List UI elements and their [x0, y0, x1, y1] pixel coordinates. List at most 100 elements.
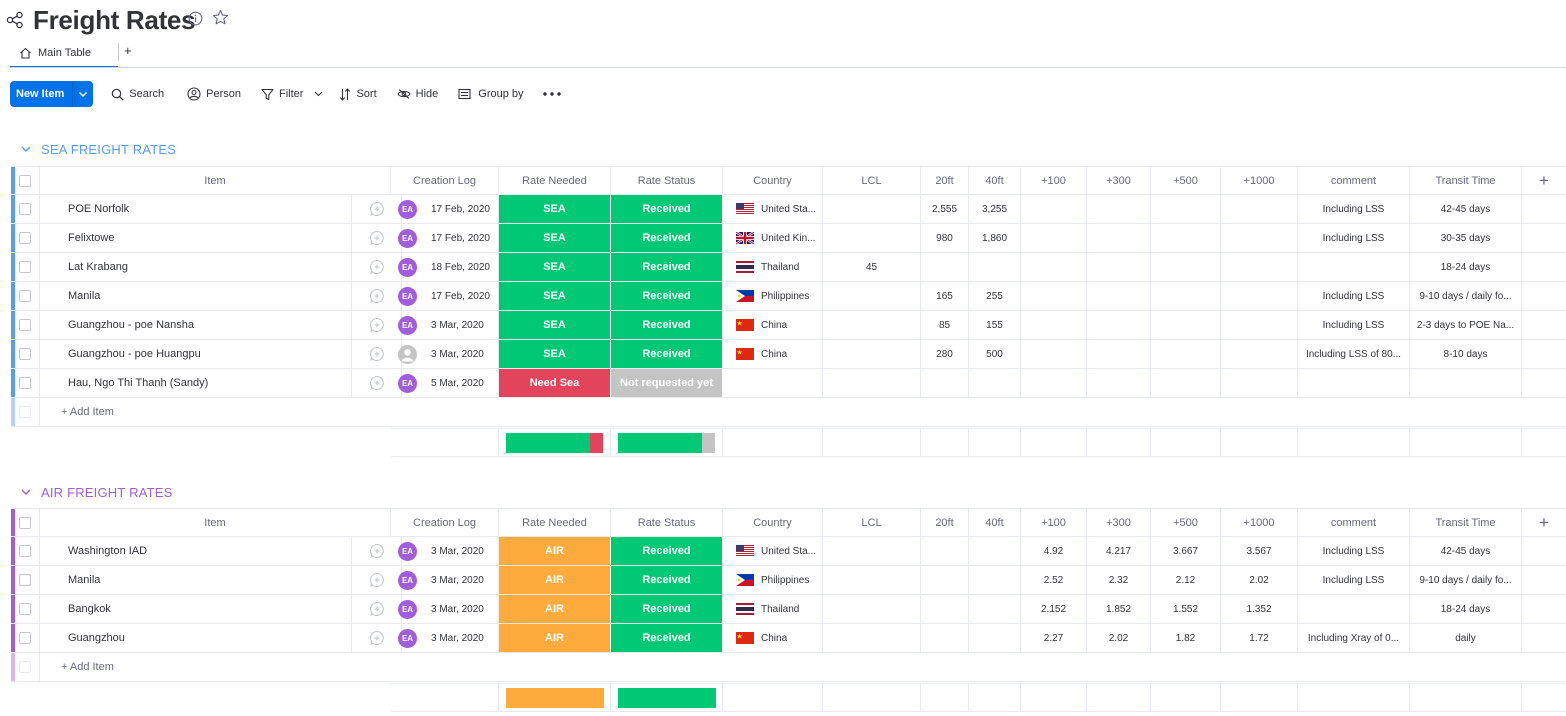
- checkbox[interactable]: [19, 290, 31, 302]
- checkbox[interactable]: [19, 203, 31, 215]
- rate-needed-status[interactable]: SEA: [499, 224, 611, 252]
- column-header-rate-status[interactable]: Rate Status: [611, 166, 723, 194]
- p1000-cell[interactable]: [1221, 340, 1298, 368]
- column-header-country[interactable]: Country: [723, 508, 823, 536]
- checkbox[interactable]: [19, 319, 31, 331]
- ft40-cell[interactable]: 255: [969, 282, 1021, 310]
- p1000-cell[interactable]: [1221, 195, 1298, 223]
- p500-cell[interactable]: 1.82: [1151, 624, 1221, 652]
- country-cell[interactable]: United Sta...: [723, 195, 823, 223]
- country-cell[interactable]: Philippines: [723, 282, 823, 310]
- transit-time-cell[interactable]: 30-35 days: [1410, 224, 1522, 252]
- avatar[interactable]: EA: [398, 373, 417, 393]
- column-header-lcl[interactable]: LCL: [823, 166, 921, 194]
- row-checkbox-cell[interactable]: [11, 253, 40, 281]
- checkbox[interactable]: [19, 377, 31, 389]
- rate-needed-status[interactable]: AIR: [499, 566, 611, 594]
- table-row[interactable]: POE Norfolk EA 17 Feb, 2020 SEA Received Unit…: [11, 195, 1566, 224]
- lcl-cell[interactable]: [823, 224, 921, 252]
- avatar[interactable]: EA: [398, 257, 417, 277]
- lcl-cell[interactable]: [823, 537, 921, 565]
- avatar[interactable]: EA: [398, 286, 417, 306]
- p1000-cell[interactable]: [1221, 369, 1298, 397]
- row-checkbox-cell[interactable]: [11, 537, 40, 565]
- column-header-creation[interactable]: Creation Log: [391, 166, 499, 194]
- filter-button[interactable]: Filter: [261, 81, 323, 107]
- summary-rate-status[interactable]: [611, 684, 723, 711]
- comment-cell[interactable]: Including LSS: [1298, 282, 1410, 310]
- transit-time-cell[interactable]: 18-24 days: [1410, 253, 1522, 281]
- p300-cell[interactable]: 1.852: [1087, 595, 1151, 623]
- p500-cell[interactable]: [1151, 311, 1221, 339]
- p300-cell[interactable]: 4.217: [1087, 537, 1151, 565]
- p100-cell[interactable]: [1021, 195, 1087, 223]
- transit-time-cell[interactable]: 42-45 days: [1410, 537, 1522, 565]
- new-item-dropdown[interactable]: [72, 81, 93, 107]
- add-update-icon[interactable]: [369, 346, 385, 362]
- p500-cell[interactable]: [1151, 195, 1221, 223]
- item-name[interactable]: Guangzhou - poe Nansha: [68, 319, 194, 331]
- column-header-p100[interactable]: +100: [1021, 166, 1087, 194]
- status-distribution-bar[interactable]: [505, 432, 604, 453]
- row-checkbox-cell[interactable]: [11, 595, 40, 623]
- lcl-cell[interactable]: [823, 595, 921, 623]
- sort-button[interactable]: Sort: [339, 81, 377, 107]
- rate-needed-status[interactable]: Need Sea: [499, 369, 611, 397]
- column-header-lcl[interactable]: LCL: [823, 508, 921, 536]
- lcl-cell[interactable]: [823, 195, 921, 223]
- column-header-comment[interactable]: comment: [1298, 508, 1410, 536]
- table-row[interactable]: Guangzhou - poe Huangpu 3 Mar, 2020 SEA Rec…: [11, 340, 1566, 369]
- transit-time-cell[interactable]: [1410, 369, 1522, 397]
- ft40-cell[interactable]: 3,255: [969, 195, 1021, 223]
- add-update-icon[interactable]: [369, 230, 385, 246]
- column-header-p300[interactable]: +300: [1087, 166, 1151, 194]
- p300-cell[interactable]: [1087, 253, 1151, 281]
- country-cell[interactable]: China: [723, 624, 823, 652]
- checkbox[interactable]: [19, 232, 31, 244]
- p100-cell[interactable]: [1021, 253, 1087, 281]
- lcl-cell[interactable]: [823, 624, 921, 652]
- rate-status-status[interactable]: Received: [611, 311, 723, 339]
- ft20-cell[interactable]: [921, 537, 969, 565]
- more-options-button[interactable]: [542, 81, 562, 107]
- group-title-sea[interactable]: SEA FREIGHT RATES: [21, 139, 176, 159]
- column-header-p1000[interactable]: +1000: [1221, 166, 1298, 194]
- row-checkbox-cell[interactable]: [11, 624, 40, 652]
- column-header-add[interactable]: +: [1522, 508, 1566, 536]
- row-checkbox-cell[interactable]: [11, 311, 40, 339]
- add-update-icon[interactable]: [369, 317, 385, 333]
- table-row[interactable]: Manila EA 3 Mar, 2020 AIR Received Philippine…: [11, 566, 1566, 595]
- column-header-p1000[interactable]: +1000: [1221, 508, 1298, 536]
- comment-cell[interactable]: Including Xray of 0...: [1298, 624, 1410, 652]
- table-row[interactable]: Bangkok EA 3 Mar, 2020 AIR Received Thailand 2…: [11, 595, 1566, 624]
- column-header-item[interactable]: Item: [40, 166, 391, 194]
- row-checkbox-cell[interactable]: [11, 369, 40, 397]
- item-name[interactable]: Lat Krabang: [68, 261, 128, 273]
- column-header-creation[interactable]: Creation Log: [391, 508, 499, 536]
- checkbox[interactable]: [19, 174, 31, 187]
- p300-cell[interactable]: [1087, 282, 1151, 310]
- add-update-icon[interactable]: [369, 201, 385, 217]
- summary-rate-status[interactable]: [611, 429, 723, 456]
- ft20-cell[interactable]: 2,555: [921, 195, 969, 223]
- column-header-transit[interactable]: Transit Time: [1410, 166, 1522, 194]
- ft20-cell[interactable]: 980: [921, 224, 969, 252]
- transit-time-cell[interactable]: 9-10 days / daily fo...: [1410, 282, 1522, 310]
- comment-cell[interactable]: Including LSS: [1298, 195, 1410, 223]
- transit-time-cell[interactable]: 42-45 days: [1410, 195, 1522, 223]
- share-icon[interactable]: [6, 11, 24, 29]
- column-header-ft20[interactable]: 20ft: [921, 166, 969, 194]
- comment-cell[interactable]: [1298, 595, 1410, 623]
- tab-main-table[interactable]: Main Table: [10, 40, 118, 68]
- ft40-cell[interactable]: 500: [969, 340, 1021, 368]
- transit-time-cell[interactable]: 8-10 days: [1410, 340, 1522, 368]
- row-checkbox-cell[interactable]: [11, 195, 40, 223]
- rate-needed-status[interactable]: AIR: [499, 537, 611, 565]
- avatar[interactable]: EA: [398, 199, 417, 219]
- add-update-icon[interactable]: [369, 543, 385, 559]
- item-name[interactable]: Manila: [68, 290, 101, 302]
- person-filter-button[interactable]: Person: [187, 81, 241, 107]
- transit-time-cell[interactable]: 18-24 days: [1410, 595, 1522, 623]
- p100-cell[interactable]: [1021, 369, 1087, 397]
- checkbox[interactable]: [19, 603, 31, 615]
